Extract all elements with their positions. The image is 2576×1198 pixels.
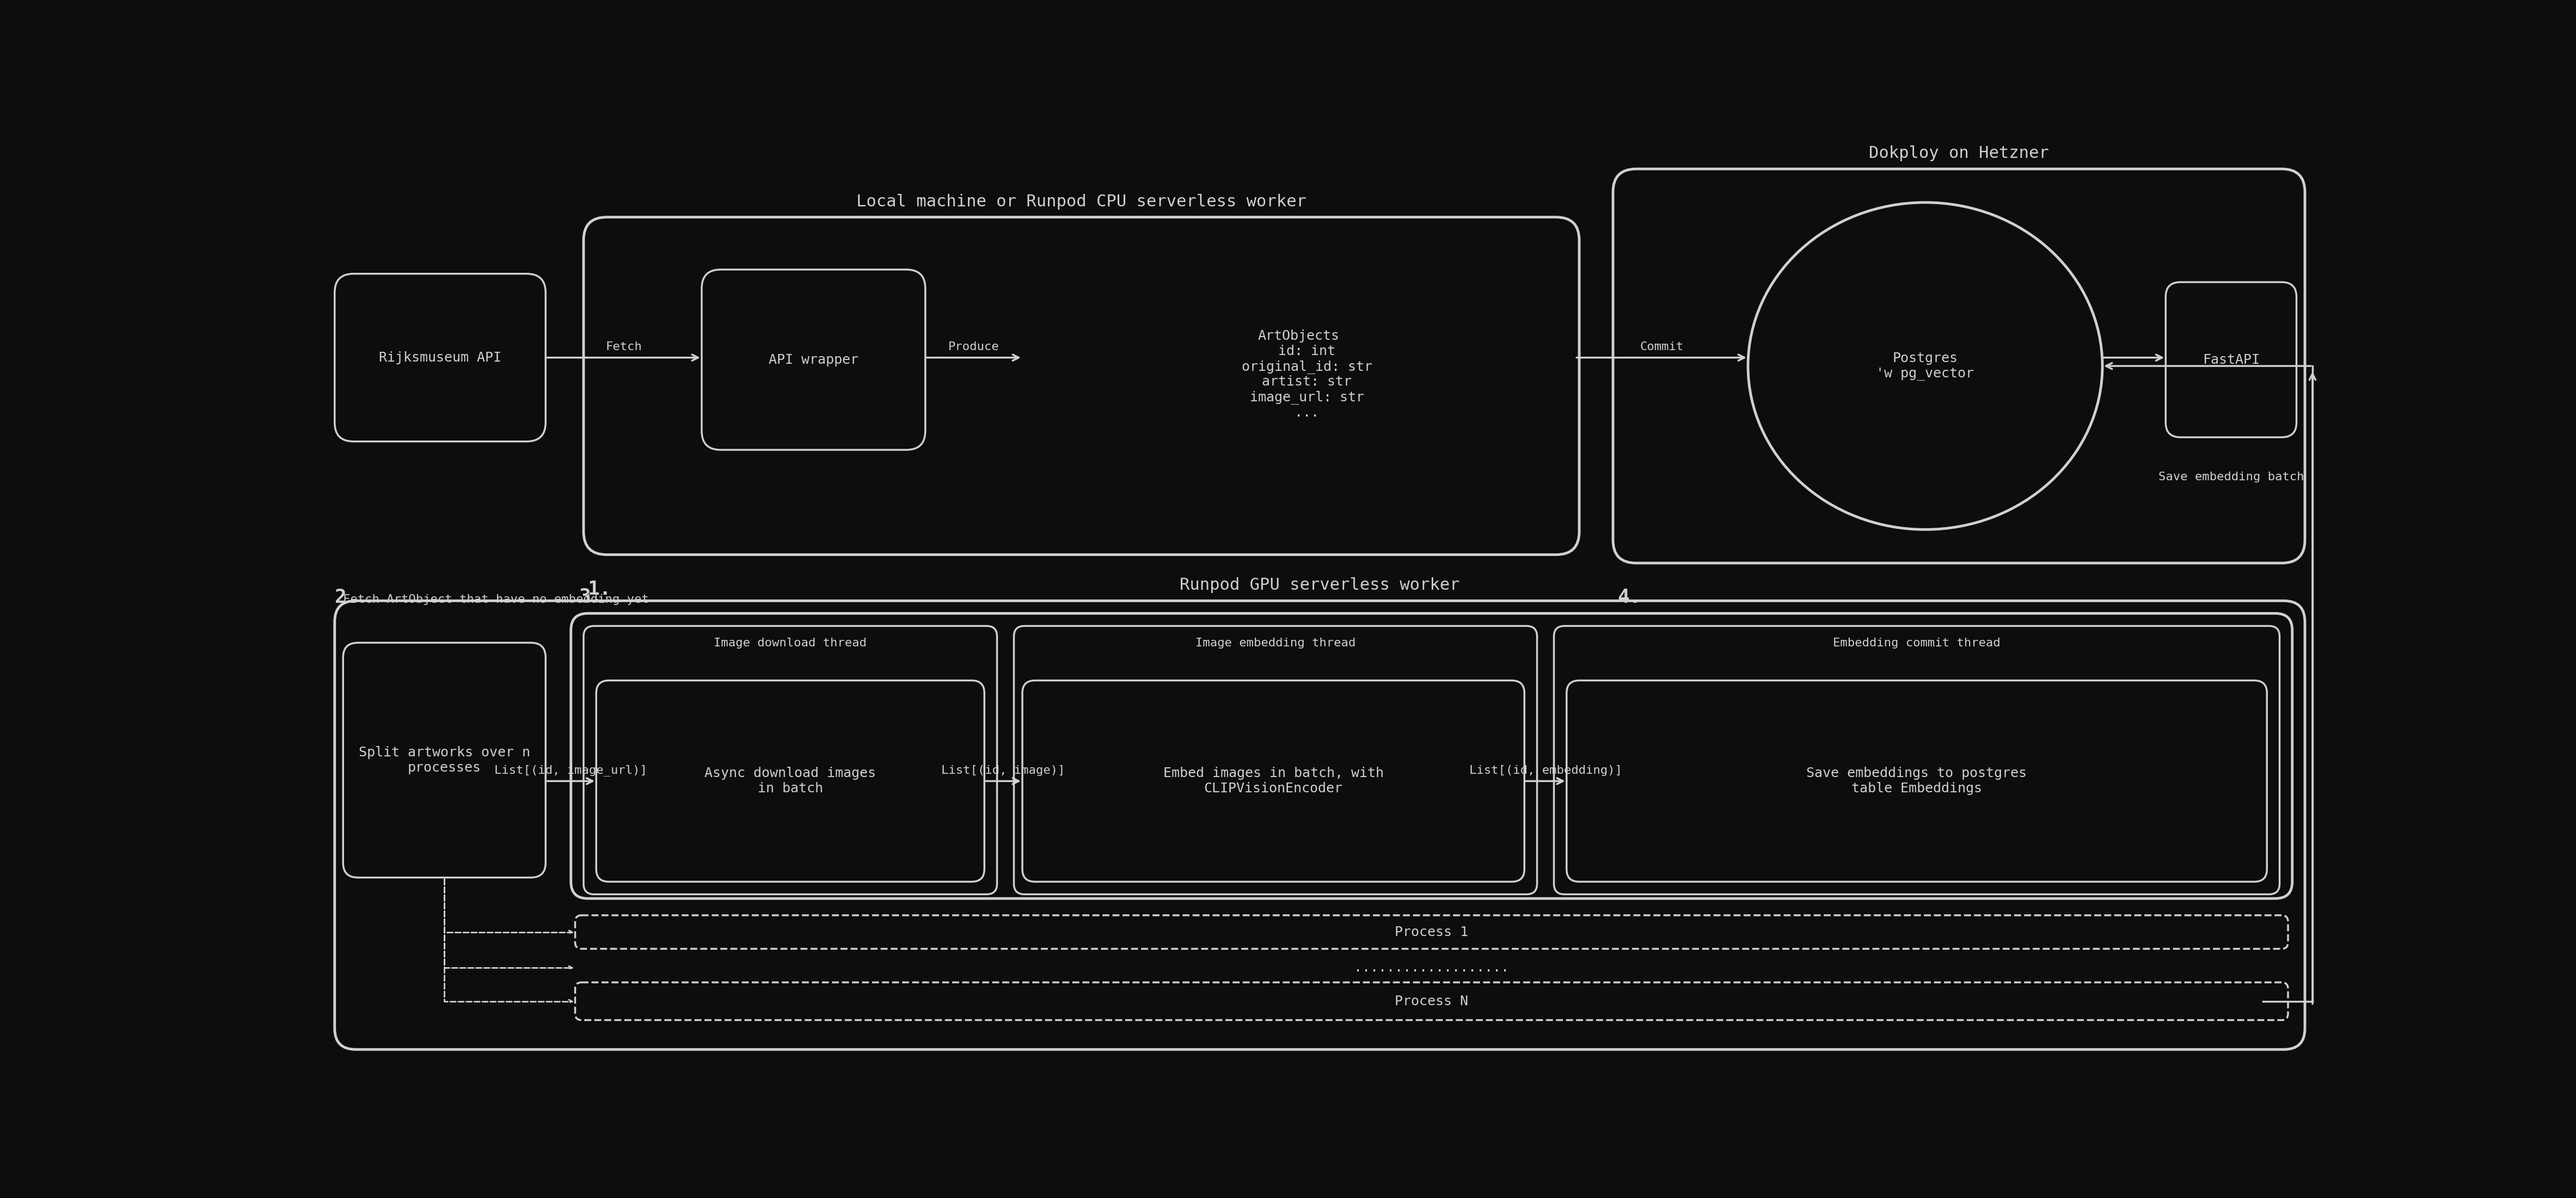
Text: FastAPI: FastAPI	[2202, 353, 2259, 367]
Text: Save embedding batch: Save embedding batch	[2159, 472, 2303, 483]
Text: Rijksmuseum API: Rijksmuseum API	[379, 351, 502, 364]
Text: ...................: ...................	[1355, 961, 1510, 974]
Text: Commit: Commit	[1641, 341, 1682, 352]
Text: 2.: 2.	[335, 588, 358, 606]
Text: ArtObjects
  id: int
  original_id: str
  artist: str
  image_url: str
  ...: ArtObjects id: int original_id: str arti…	[1226, 329, 1373, 419]
Text: Save embeddings to postgres
table Embeddings: Save embeddings to postgres table Embedd…	[1806, 767, 2027, 795]
Text: Embedding commit thread: Embedding commit thread	[1834, 637, 2002, 648]
Text: Process N: Process N	[1394, 994, 1468, 1008]
Text: Async download images
in batch: Async download images in batch	[706, 767, 876, 795]
Text: Produce: Produce	[948, 341, 999, 352]
Text: 3.: 3.	[580, 587, 603, 606]
Text: List[(id, image)]: List[(id, image)]	[940, 766, 1066, 776]
Text: Local machine or Runpod CPU serverless worker: Local machine or Runpod CPU serverless w…	[855, 194, 1306, 210]
Text: Image embedding thread: Image embedding thread	[1195, 637, 1355, 648]
Text: Runpod GPU serverless worker: Runpod GPU serverless worker	[1180, 577, 1461, 593]
Text: Fetch: Fetch	[605, 341, 641, 352]
Text: Image download thread: Image download thread	[714, 637, 866, 648]
Text: API wrapper: API wrapper	[768, 353, 858, 367]
Text: Dokploy on Hetzner: Dokploy on Hetzner	[1870, 146, 2048, 162]
Text: 4.: 4.	[1618, 588, 1641, 606]
Text: Split artworks over n
processes: Split artworks over n processes	[358, 746, 531, 774]
Text: Embed images in batch, with
CLIPVisionEncoder: Embed images in batch, with CLIPVisionEn…	[1164, 767, 1383, 795]
Text: Postgres
'w pg_vector: Postgres 'w pg_vector	[1875, 352, 1973, 380]
Text: 1.: 1.	[587, 580, 611, 598]
Text: List[(id, embedding)]: List[(id, embedding)]	[1468, 766, 1623, 776]
Text: Process 1: Process 1	[1394, 926, 1468, 938]
Text: Fetch ArtObject that have no embedding yet: Fetch ArtObject that have no embedding y…	[343, 594, 649, 605]
Text: List[(id, image_url)]: List[(id, image_url)]	[495, 764, 647, 776]
